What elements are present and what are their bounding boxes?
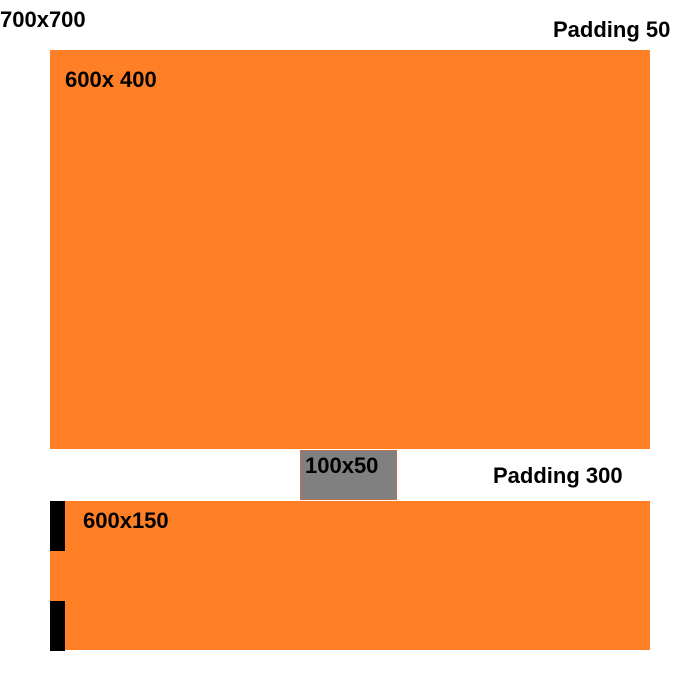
padding-300-label: Padding 300 [493,463,623,488]
padding-50-label: Padding 50 [553,17,671,42]
bottom-block-label: 600x150 [83,508,169,533]
center-box-label: 100x50 [305,453,379,478]
center-box: 100x50 [300,450,397,500]
top-block-label: 600x 400 [65,67,157,92]
left-marker-bottom [50,601,65,651]
canvas-size-label: 700x700 [0,7,86,32]
bottom-block: 600x150 [50,501,650,650]
top-block: 600x 400 [50,50,650,449]
left-marker-top [50,501,65,551]
